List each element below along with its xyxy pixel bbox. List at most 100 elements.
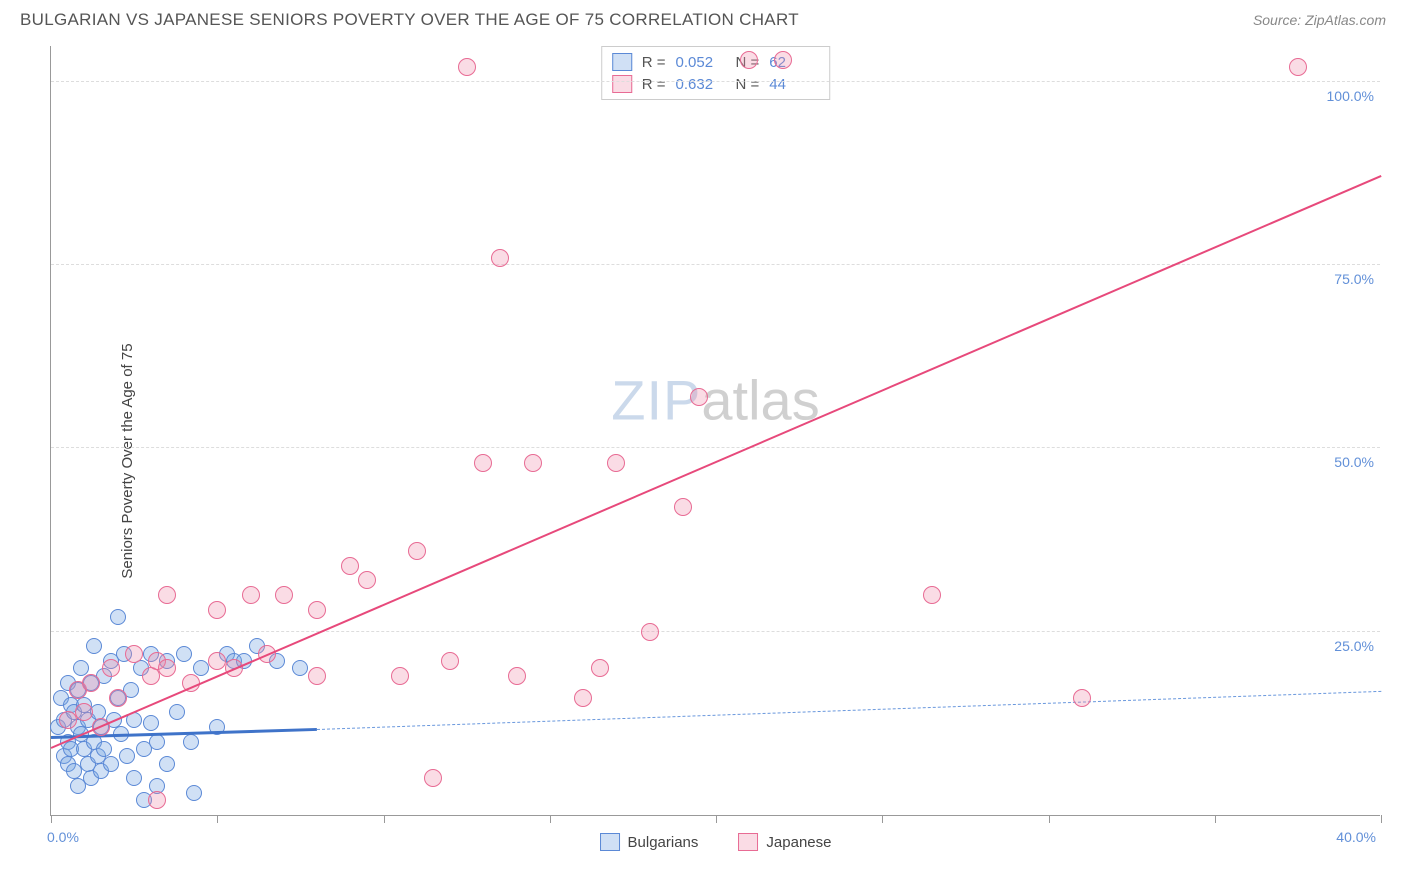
data-point-bulgarians bbox=[292, 660, 308, 676]
data-point-japanese bbox=[102, 659, 120, 677]
legend-item: Japanese bbox=[738, 833, 831, 851]
data-point-bulgarians bbox=[143, 715, 159, 731]
trend-line bbox=[317, 691, 1381, 730]
x-tick bbox=[51, 815, 52, 823]
source-prefix: Source: bbox=[1253, 12, 1305, 28]
data-point-bulgarians bbox=[110, 609, 126, 625]
data-point-japanese bbox=[674, 498, 692, 516]
data-point-bulgarians bbox=[186, 785, 202, 801]
data-point-japanese bbox=[1073, 689, 1091, 707]
data-point-japanese bbox=[591, 659, 609, 677]
legend-swatch bbox=[600, 833, 620, 851]
data-point-japanese bbox=[474, 454, 492, 472]
data-point-japanese bbox=[158, 586, 176, 604]
x-tick bbox=[217, 815, 218, 823]
data-point-japanese bbox=[391, 667, 409, 685]
data-point-japanese bbox=[491, 249, 509, 267]
plot-area: ZIPatlas R =0.052N =62R =0.632N =44 Bulg… bbox=[50, 46, 1380, 816]
watermark-atlas: atlas bbox=[701, 368, 819, 431]
data-point-bulgarians bbox=[169, 704, 185, 720]
data-point-japanese bbox=[690, 388, 708, 406]
r-value: 0.052 bbox=[676, 54, 726, 71]
data-point-bulgarians bbox=[176, 646, 192, 662]
source-name: ZipAtlas.com bbox=[1305, 12, 1386, 28]
data-point-japanese bbox=[1289, 58, 1307, 76]
data-point-japanese bbox=[341, 557, 359, 575]
x-tick bbox=[882, 815, 883, 823]
data-point-bulgarians bbox=[103, 756, 119, 772]
watermark: ZIPatlas bbox=[611, 367, 819, 432]
data-point-japanese bbox=[358, 571, 376, 589]
data-point-japanese bbox=[82, 674, 100, 692]
x-tick bbox=[1049, 815, 1050, 823]
y-tick-label: 100.0% bbox=[1327, 88, 1374, 104]
r-label: R = bbox=[642, 76, 666, 93]
chart-title: BULGARIAN VS JAPANESE SENIORS POVERTY OV… bbox=[20, 10, 799, 30]
stats-row: R = 0.632 N = 44 bbox=[612, 73, 820, 95]
data-point-japanese bbox=[923, 586, 941, 604]
data-point-japanese bbox=[208, 652, 226, 670]
x-tick bbox=[384, 815, 385, 823]
legend-label: Japanese bbox=[766, 834, 831, 851]
data-point-japanese bbox=[607, 454, 625, 472]
data-point-japanese bbox=[59, 711, 77, 729]
data-point-japanese bbox=[125, 645, 143, 663]
data-point-bulgarians bbox=[149, 734, 165, 750]
data-point-japanese bbox=[441, 652, 459, 670]
x-tick-label: 0.0% bbox=[47, 829, 79, 845]
gridline-horizontal bbox=[51, 264, 1380, 265]
data-point-japanese bbox=[740, 51, 758, 69]
data-point-japanese bbox=[75, 703, 93, 721]
legend-item: Bulgarians bbox=[600, 833, 699, 851]
correlation-stats-box: R =0.052N =62R =0.632N =44 bbox=[601, 46, 831, 100]
data-point-japanese bbox=[242, 586, 260, 604]
series-swatch bbox=[612, 75, 632, 93]
data-point-japanese bbox=[308, 667, 326, 685]
data-point-japanese bbox=[275, 586, 293, 604]
gridline-horizontal bbox=[51, 447, 1380, 448]
trend-line bbox=[51, 175, 1382, 749]
data-point-bulgarians bbox=[183, 734, 199, 750]
chart-header: BULGARIAN VS JAPANESE SENIORS POVERTY OV… bbox=[0, 0, 1406, 36]
source-attribution: Source: ZipAtlas.com bbox=[1253, 12, 1386, 28]
data-point-japanese bbox=[148, 791, 166, 809]
legend-swatch bbox=[738, 833, 758, 851]
legend: Bulgarians Japanese bbox=[600, 833, 832, 851]
data-point-bulgarians bbox=[96, 741, 112, 757]
data-point-bulgarians bbox=[126, 770, 142, 786]
y-tick-label: 50.0% bbox=[1334, 454, 1374, 470]
data-point-bulgarians bbox=[86, 638, 102, 654]
gridline-horizontal bbox=[51, 631, 1380, 632]
data-point-japanese bbox=[458, 58, 476, 76]
y-tick-label: 25.0% bbox=[1334, 638, 1374, 654]
data-point-japanese bbox=[308, 601, 326, 619]
n-label: N = bbox=[736, 76, 760, 93]
chart-container: Seniors Poverty Over the Age of 75 ZIPat… bbox=[0, 36, 1406, 886]
data-point-japanese bbox=[641, 623, 659, 641]
y-tick-label: 75.0% bbox=[1334, 271, 1374, 287]
r-label: R = bbox=[642, 54, 666, 71]
x-tick-label: 40.0% bbox=[1336, 829, 1376, 845]
watermark-zip: ZIP bbox=[611, 368, 701, 431]
data-point-japanese bbox=[508, 667, 526, 685]
x-tick bbox=[550, 815, 551, 823]
x-tick bbox=[1215, 815, 1216, 823]
series-swatch bbox=[612, 53, 632, 71]
x-tick bbox=[716, 815, 717, 823]
data-point-bulgarians bbox=[159, 756, 175, 772]
data-point-japanese bbox=[574, 689, 592, 707]
n-value: 44 bbox=[769, 76, 819, 93]
data-point-japanese bbox=[109, 689, 127, 707]
data-point-bulgarians bbox=[193, 660, 209, 676]
data-point-japanese bbox=[408, 542, 426, 560]
data-point-japanese bbox=[774, 51, 792, 69]
data-point-japanese bbox=[524, 454, 542, 472]
data-point-japanese bbox=[158, 659, 176, 677]
data-point-japanese bbox=[208, 601, 226, 619]
data-point-bulgarians bbox=[119, 748, 135, 764]
gridline-horizontal bbox=[51, 81, 1380, 82]
x-tick bbox=[1381, 815, 1382, 823]
legend-label: Bulgarians bbox=[628, 834, 699, 851]
r-value: 0.632 bbox=[676, 76, 726, 93]
data-point-japanese bbox=[424, 769, 442, 787]
